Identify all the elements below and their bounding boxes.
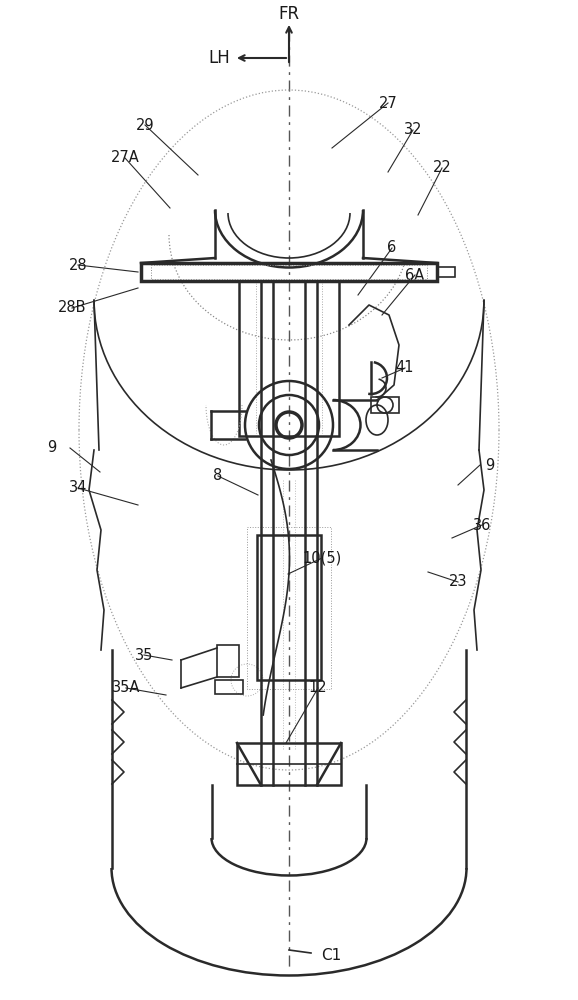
Bar — [437, 267, 455, 277]
Text: 23: 23 — [449, 574, 467, 589]
Bar — [217, 645, 239, 677]
Bar — [237, 743, 341, 785]
Text: FR: FR — [279, 5, 299, 23]
Text: 28: 28 — [69, 257, 87, 272]
Text: 35A: 35A — [112, 680, 140, 696]
Text: 32: 32 — [404, 122, 423, 137]
Text: 8: 8 — [213, 468, 223, 484]
Text: 41: 41 — [396, 360, 414, 375]
Text: 6: 6 — [387, 240, 397, 255]
Text: 9: 9 — [486, 458, 495, 473]
Bar — [247, 527, 331, 689]
Bar — [141, 263, 437, 281]
Text: 29: 29 — [136, 117, 154, 132]
Bar — [215, 680, 243, 694]
Text: 36: 36 — [473, 518, 491, 532]
Bar — [257, 535, 321, 680]
Text: 28B: 28B — [58, 300, 86, 316]
Text: 6A: 6A — [405, 267, 425, 282]
Bar — [371, 397, 399, 413]
Text: 10(5): 10(5) — [302, 550, 342, 566]
Text: C1: C1 — [321, 948, 341, 962]
Text: 27: 27 — [379, 96, 398, 110]
Text: 27A: 27A — [110, 150, 139, 165]
Text: LH: LH — [208, 49, 230, 67]
Text: 34: 34 — [69, 481, 87, 495]
Bar — [239, 281, 339, 436]
Text: 22: 22 — [432, 160, 451, 176]
Bar — [151, 265, 427, 279]
Text: 9: 9 — [47, 440, 57, 456]
Text: 12: 12 — [309, 680, 327, 696]
Text: 35: 35 — [135, 648, 153, 662]
